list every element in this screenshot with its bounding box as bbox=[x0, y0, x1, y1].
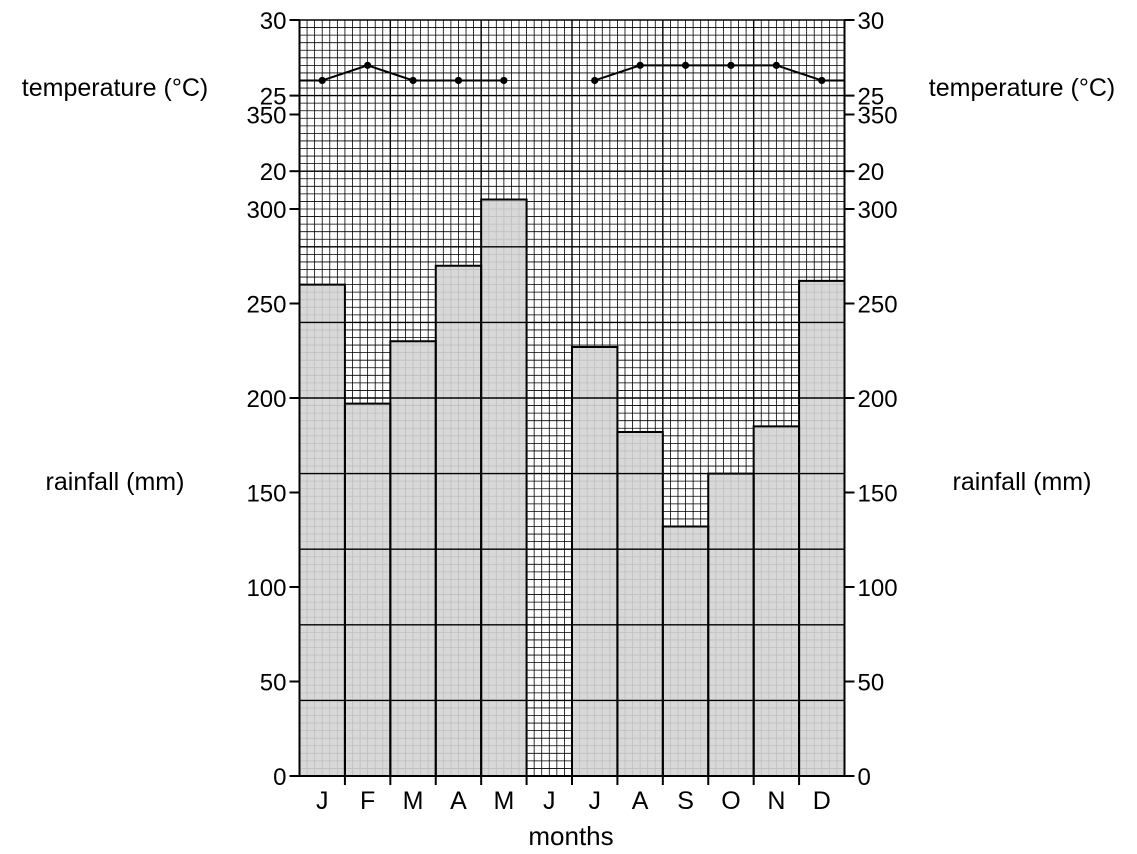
month-label-4: A bbox=[450, 787, 467, 815]
right-tick-label-rain-300: 300 bbox=[858, 197, 898, 224]
axes bbox=[289, 19, 855, 785]
rainfall-bars bbox=[298, 198, 846, 777]
rainfall-bar-4 bbox=[435, 265, 482, 776]
rainfall-bar-8 bbox=[617, 432, 663, 776]
temperature-point-8 bbox=[636, 61, 644, 69]
rainfall-bar-2 bbox=[344, 403, 391, 776]
temperature-line bbox=[299, 61, 845, 85]
left-tick-label-rain-100: 100 bbox=[246, 575, 286, 602]
temperature-point-4 bbox=[454, 76, 463, 85]
month-label-6: J bbox=[543, 787, 556, 815]
axis-labels: temperature (°C) temperature (°C) rainfa… bbox=[22, 8, 1115, 851]
right-rainfall-label: rainfall (mm) bbox=[953, 468, 1092, 496]
right-tick-label-rain-150: 150 bbox=[858, 481, 898, 508]
rainfall-bar-1 bbox=[299, 284, 345, 776]
month-label-2: F bbox=[360, 787, 375, 815]
right-tick-label-rain-200: 200 bbox=[858, 386, 898, 413]
left-tick-label-rain-150: 150 bbox=[246, 481, 286, 508]
temperature-point-11 bbox=[772, 61, 780, 69]
month-label-9: S bbox=[677, 787, 694, 815]
right-tick-label-temp-20: 20 bbox=[858, 159, 885, 186]
month-label-11: N bbox=[767, 787, 785, 815]
left-tick-label-rain-300: 300 bbox=[246, 197, 286, 224]
month-label-3: M bbox=[403, 787, 424, 815]
left-tick-label-rain-200: 200 bbox=[246, 386, 286, 413]
right-tick-label-rain-100: 100 bbox=[858, 575, 898, 602]
left-tick-label-temp-30: 30 bbox=[260, 8, 287, 35]
temperature-point-2 bbox=[364, 61, 372, 69]
month-label-1: J bbox=[316, 787, 329, 815]
rainfall-bar-3 bbox=[390, 341, 436, 776]
temperature-point-10 bbox=[727, 61, 735, 69]
left-temperature-label: temperature (°C) bbox=[22, 74, 208, 102]
temperature-point-9 bbox=[681, 61, 690, 69]
left-tick-label-rain-50: 50 bbox=[260, 670, 287, 697]
right-temperature-label: temperature (°C) bbox=[929, 74, 1115, 102]
temperature-point-3 bbox=[409, 76, 417, 85]
x-axis-title: months bbox=[528, 821, 613, 851]
temperature-point-5 bbox=[500, 76, 508, 85]
month-label-7: J bbox=[588, 787, 601, 815]
rainfall-bar-5 bbox=[481, 199, 527, 777]
rainfall-bar-9 bbox=[662, 526, 709, 776]
left-rainfall-label: rainfall (mm) bbox=[46, 468, 185, 496]
left-tick-label-temp-20: 20 bbox=[260, 159, 287, 186]
left-tick-label-rain-0: 0 bbox=[273, 764, 286, 791]
month-label-10: O bbox=[721, 787, 740, 815]
right-tick-label-rain-250: 250 bbox=[858, 292, 898, 319]
month-label-5: M bbox=[493, 787, 514, 815]
temperature-line-segment-1 bbox=[299, 64, 504, 82]
rainfall-bar-7 bbox=[572, 346, 618, 776]
rainfall-bar-11 bbox=[753, 426, 800, 776]
temperature-point-7 bbox=[591, 76, 599, 85]
right-tick-label-temp-25: 25 bbox=[858, 84, 885, 111]
right-tick-label-temp-30: 30 bbox=[858, 8, 885, 35]
month-label-8: A bbox=[632, 787, 649, 815]
left-tick-label-rain-250: 250 bbox=[246, 292, 286, 319]
left-tick-label-rain-350: 350 bbox=[246, 103, 286, 130]
right-tick-label-rain-50: 50 bbox=[858, 670, 885, 697]
temperature-point-12 bbox=[818, 76, 826, 85]
right-tick-label-rain-0: 0 bbox=[858, 764, 871, 791]
right-tick-label-rain-350: 350 bbox=[858, 103, 898, 130]
temperature-point-1 bbox=[318, 76, 326, 85]
month-label-12: D bbox=[813, 787, 831, 815]
left-tick-label-temp-25: 25 bbox=[260, 84, 287, 111]
rainfall-bar-12 bbox=[799, 280, 845, 776]
